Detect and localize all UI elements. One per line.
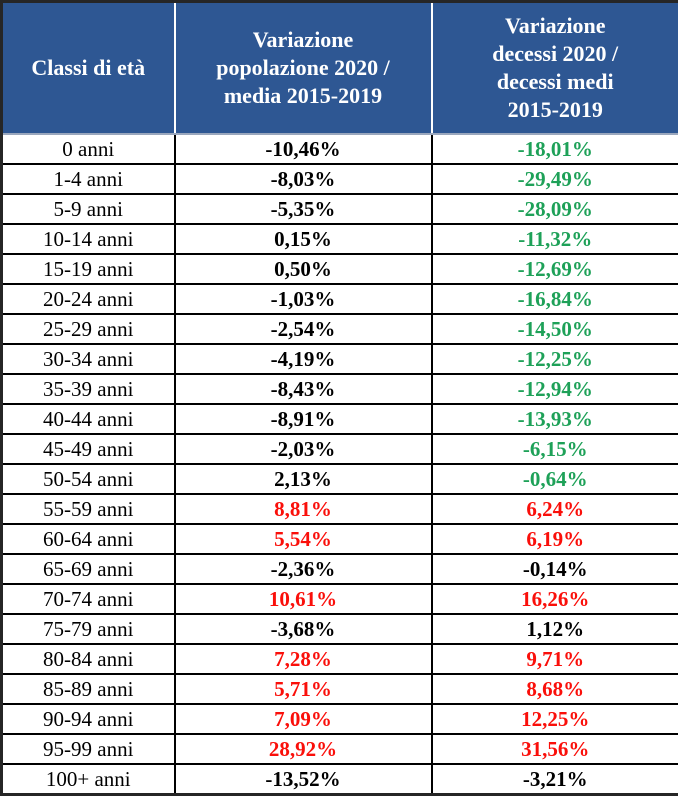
deaths-variation-cell: 8,68% <box>432 674 678 704</box>
table-row: 45-49 anni -2,03% -6,15% <box>2 434 678 464</box>
table-row: 0 anni -10,46% -18,01% <box>2 134 678 164</box>
population-variation-cell: -8,03% <box>175 164 432 194</box>
population-variation-cell: 28,92% <box>175 734 432 764</box>
age-class-cell: 95-99 anni <box>2 734 175 764</box>
table-row: 100+ anni -13,52% -3,21% <box>2 764 678 795</box>
age-class-cell: 1-4 anni <box>2 164 175 194</box>
table-row: 5-9 anni -5,35% -28,09% <box>2 194 678 224</box>
table-row: 60-64 anni 5,54% 6,19% <box>2 524 678 554</box>
population-variation-cell: -8,91% <box>175 404 432 434</box>
header-row: Classi di età Variazione popolazione 202… <box>2 2 678 135</box>
deaths-variation-cell: -12,69% <box>432 254 678 284</box>
deaths-variation-cell: -12,25% <box>432 344 678 374</box>
deaths-variation-cell: -13,93% <box>432 404 678 434</box>
table-row: 80-84 anni 7,28% 9,71% <box>2 644 678 674</box>
table-row: 20-24 anni -1,03% -16,84% <box>2 284 678 314</box>
deaths-variation-cell: 1,12% <box>432 614 678 644</box>
deaths-variation-cell: 6,24% <box>432 494 678 524</box>
population-variation-cell: 8,81% <box>175 494 432 524</box>
deaths-variation-cell: -3,21% <box>432 764 678 795</box>
column-header-age-class: Classi di età <box>2 2 175 135</box>
table-row: 35-39 anni -8,43% -12,94% <box>2 374 678 404</box>
deaths-variation-cell: -18,01% <box>432 134 678 164</box>
population-variation-cell: -13,52% <box>175 764 432 795</box>
age-class-cell: 10-14 anni <box>2 224 175 254</box>
age-class-cell: 65-69 anni <box>2 554 175 584</box>
population-variation-cell: -4,19% <box>175 344 432 374</box>
population-variation-cell: 0,15% <box>175 224 432 254</box>
age-class-cell: 15-19 anni <box>2 254 175 284</box>
population-variation-cell: -8,43% <box>175 374 432 404</box>
deaths-variation-cell: -0,14% <box>432 554 678 584</box>
age-class-cell: 20-24 anni <box>2 284 175 314</box>
population-variation-cell: -10,46% <box>175 134 432 164</box>
age-class-cell: 0 anni <box>2 134 175 164</box>
deaths-variation-cell: -16,84% <box>432 284 678 314</box>
table-row: 50-54 anni 2,13% -0,64% <box>2 464 678 494</box>
table-row: 25-29 anni -2,54% -14,50% <box>2 314 678 344</box>
age-class-cell: 90-94 anni <box>2 704 175 734</box>
age-class-cell: 55-59 anni <box>2 494 175 524</box>
deaths-variation-cell: 12,25% <box>432 704 678 734</box>
table-header: Classi di età Variazione popolazione 202… <box>2 2 678 135</box>
table-row: 70-74 anni 10,61% 16,26% <box>2 584 678 614</box>
population-variation-cell: 7,09% <box>175 704 432 734</box>
population-variation-cell: -2,36% <box>175 554 432 584</box>
table-row: 85-89 anni 5,71% 8,68% <box>2 674 678 704</box>
table-row: 75-79 anni -3,68% 1,12% <box>2 614 678 644</box>
age-class-cell: 60-64 anni <box>2 524 175 554</box>
deaths-variation-cell: -6,15% <box>432 434 678 464</box>
population-variation-cell: -1,03% <box>175 284 432 314</box>
deaths-variation-cell: -11,32% <box>432 224 678 254</box>
population-variation-cell: -2,54% <box>175 314 432 344</box>
deaths-variation-cell: -28,09% <box>432 194 678 224</box>
population-variation-cell: 5,54% <box>175 524 432 554</box>
population-variation-cell: 7,28% <box>175 644 432 674</box>
deaths-variation-cell: 9,71% <box>432 644 678 674</box>
age-class-cell: 85-89 anni <box>2 674 175 704</box>
population-variation-cell: -3,68% <box>175 614 432 644</box>
age-class-cell: 45-49 anni <box>2 434 175 464</box>
age-class-cell: 35-39 anni <box>2 374 175 404</box>
population-variation-cell: -2,03% <box>175 434 432 464</box>
age-class-cell: 40-44 anni <box>2 404 175 434</box>
age-class-cell: 80-84 anni <box>2 644 175 674</box>
table-row: 95-99 anni 28,92% 31,56% <box>2 734 678 764</box>
table-row: 40-44 anni -8,91% -13,93% <box>2 404 678 434</box>
age-class-cell: 30-34 anni <box>2 344 175 374</box>
age-class-cell: 5-9 anni <box>2 194 175 224</box>
deaths-variation-cell: -0,64% <box>432 464 678 494</box>
table-row: 90-94 anni 7,09% 12,25% <box>2 704 678 734</box>
deaths-variation-cell: 6,19% <box>432 524 678 554</box>
table-row: 10-14 anni 0,15% -11,32% <box>2 224 678 254</box>
table-row: 30-34 anni -4,19% -12,25% <box>2 344 678 374</box>
table-row: 15-19 anni 0,50% -12,69% <box>2 254 678 284</box>
table-row: 65-69 anni -2,36% -0,14% <box>2 554 678 584</box>
deaths-variation-cell: -29,49% <box>432 164 678 194</box>
deaths-variation-cell: -12,94% <box>432 374 678 404</box>
age-class-cell: 25-29 anni <box>2 314 175 344</box>
column-header-population-variation: Variazione popolazione 2020 / media 2015… <box>175 2 432 135</box>
age-class-cell: 70-74 anni <box>2 584 175 614</box>
column-header-deaths-variation: Variazione decessi 2020 / decessi medi 2… <box>432 2 678 135</box>
age-class-cell: 100+ anni <box>2 764 175 795</box>
population-variation-cell: 2,13% <box>175 464 432 494</box>
table-body: 0 anni -10,46% -18,01% 1-4 anni -8,03% -… <box>2 134 678 795</box>
table-row: 1-4 anni -8,03% -29,49% <box>2 164 678 194</box>
deaths-variation-cell: 31,56% <box>432 734 678 764</box>
population-variation-cell: 0,50% <box>175 254 432 284</box>
deaths-variation-cell: -14,50% <box>432 314 678 344</box>
population-variation-cell: 5,71% <box>175 674 432 704</box>
deaths-variation-cell: 16,26% <box>432 584 678 614</box>
population-variation-cell: -5,35% <box>175 194 432 224</box>
age-class-cell: 75-79 anni <box>2 614 175 644</box>
table-row: 55-59 anni 8,81% 6,24% <box>2 494 678 524</box>
age-class-cell: 50-54 anni <box>2 464 175 494</box>
population-variation-cell: 10,61% <box>175 584 432 614</box>
